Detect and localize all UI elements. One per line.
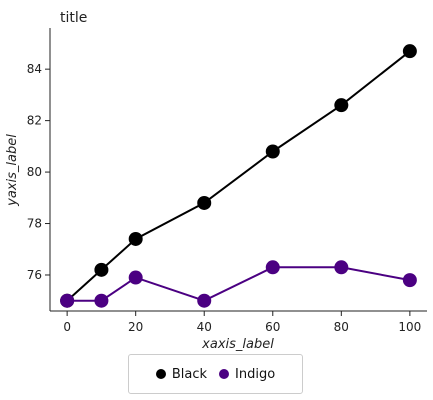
data-point-black [128,231,143,246]
legend-label-indigo: Indigo [235,366,276,382]
data-point-black [265,144,280,159]
legend-label-black: Black [171,366,208,382]
y-tick-label: 80 [27,165,42,179]
y-tick-label: 78 [27,217,42,231]
x-tick-label: 20 [128,320,143,334]
data-point-black [197,195,212,210]
data-point-indigo [197,293,212,308]
x-tick-label: 0 [63,320,71,334]
x-tick-label: 60 [265,320,280,334]
data-point-indigo [334,260,349,275]
series-line-black [66,50,411,302]
data-point-indigo [60,293,75,308]
data-point-indigo [128,270,143,285]
legend: Black Indigo [128,354,303,394]
data-point-indigo [402,273,417,288]
data-point-indigo [94,293,109,308]
legend-item-indigo: Indigo [219,367,275,382]
y-axis-label: yaxis_label [5,134,20,207]
y-ticks: 76 78 80 82 84 [27,62,50,282]
chart-title: title [60,10,87,26]
y-tick-label: 76 [27,268,42,282]
plot-area [49,28,427,312]
x-axis-label: xaxis_label [201,337,274,352]
x-tick-label: 40 [197,320,212,334]
legend-swatch-black [155,369,166,379]
legend-swatch-indigo [219,369,230,379]
series-layer [60,44,417,308]
y-tick-label: 82 [27,114,42,128]
x-ticks: 0 20 40 60 80 100 [63,311,421,334]
legend-item-black: Black [155,366,208,382]
data-point-black [402,44,417,59]
x-tick-label: 100 [398,320,421,334]
data-point-indigo [265,260,280,275]
series-line-indigo [67,266,411,302]
x-tick-label: 80 [334,320,349,334]
data-point-black [94,262,109,277]
data-point-black [334,98,349,113]
y-tick-label: 84 [27,62,42,76]
